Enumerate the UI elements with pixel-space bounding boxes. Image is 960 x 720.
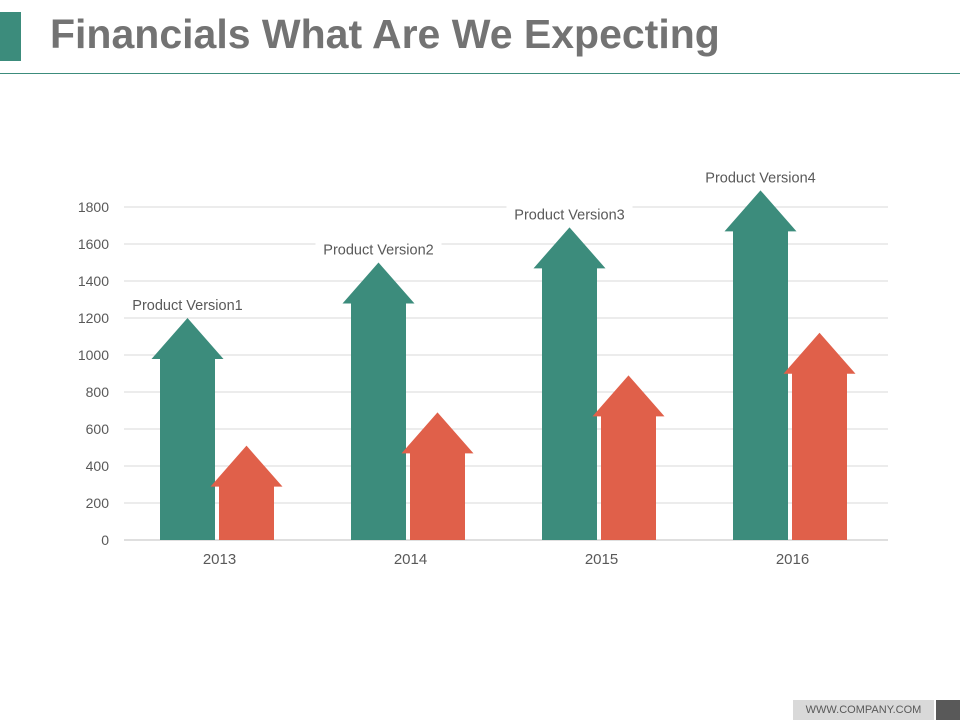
bar — [592, 375, 665, 540]
annotation-label: Product Version4 — [705, 170, 815, 186]
y-tick-label: 0 — [101, 532, 109, 548]
bar — [724, 190, 797, 540]
x-tick-label: 2013 — [203, 551, 236, 568]
annotation-background — [697, 166, 824, 189]
bars — [151, 190, 856, 540]
y-tick-label: 1400 — [78, 273, 109, 289]
bar — [210, 445, 283, 540]
y-tick-label: 1600 — [78, 236, 109, 252]
y-tick-label: 1000 — [78, 347, 109, 363]
footer-block — [936, 700, 960, 720]
title-divider — [0, 73, 960, 74]
bar — [783, 332, 856, 540]
page-title: Financials What Are We Expecting — [50, 11, 720, 57]
y-tick-label: 600 — [86, 421, 110, 437]
annotation-label: Product Version1 — [132, 298, 242, 314]
x-tick-label: 2014 — [394, 551, 427, 568]
bar — [401, 412, 474, 540]
y-tick-label: 1800 — [78, 199, 109, 215]
y-tick-label: 1200 — [78, 310, 109, 326]
y-tick-label: 200 — [86, 495, 110, 511]
x-tick-label: 2016 — [776, 551, 809, 568]
annotation-background — [124, 294, 251, 316]
y-tick-label: 800 — [86, 384, 110, 400]
bar — [533, 227, 606, 540]
bar — [151, 318, 224, 540]
x-tick-label: 2015 — [585, 551, 618, 568]
annotation-label: Product Version3 — [514, 207, 624, 223]
annotation-background — [315, 238, 442, 261]
annotations: Product Version1 Product Version2 Product … — [124, 166, 824, 316]
annotation-background — [506, 203, 633, 226]
y-tick-label: 400 — [86, 458, 110, 474]
annotation-label: Product Version2 — [323, 243, 433, 259]
x-axis-ticks: 2013 2014 2015 2016 — [203, 551, 809, 568]
title-accent-bar — [0, 12, 21, 61]
footer-url: WWW.COMPANY.COM — [793, 700, 934, 720]
bar — [342, 262, 415, 540]
y-axis-ticks: 0 200 400 600 800 1000 1200 1400 1600 1800 — [78, 199, 109, 548]
